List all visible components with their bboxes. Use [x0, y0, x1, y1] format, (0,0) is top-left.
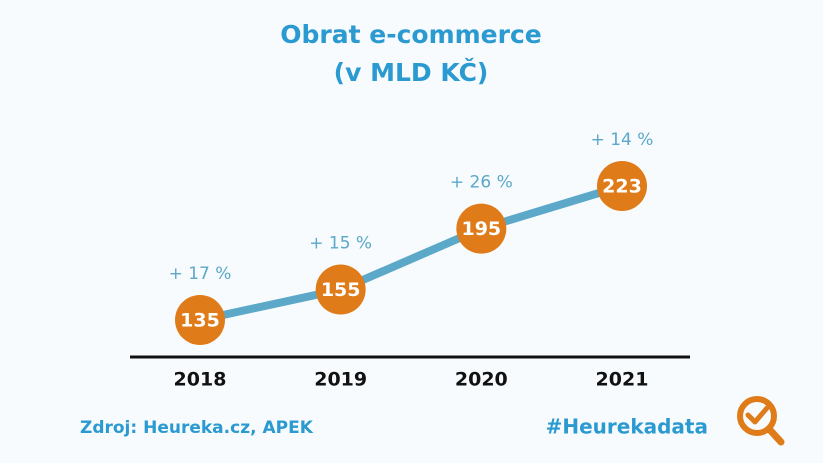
line — [199, 182, 624, 324]
chart-subtitle: (v MLD KČ) — [334, 57, 489, 87]
growth-label: + 17 % — [169, 264, 232, 284]
x-tick-label: 2018 — [174, 369, 227, 391]
logo — [737, 396, 785, 446]
chart-title: Obrat e-commerce — [280, 20, 542, 49]
data-label: 223 — [602, 176, 642, 198]
data-label: 195 — [461, 218, 501, 240]
marker — [597, 161, 647, 211]
growth-label: + 15 % — [309, 234, 372, 254]
x-tick-label: 2020 — [455, 369, 508, 391]
x-tick-label: 2021 — [596, 369, 649, 391]
marker — [315, 264, 366, 315]
growth-label: + 26 % — [450, 173, 513, 193]
marker — [175, 295, 225, 345]
growth-label: + 14 % — [591, 130, 654, 150]
data-label: 135 — [180, 310, 220, 332]
hashtag: #Heurekadata — [546, 415, 708, 439]
data-label: 155 — [321, 279, 361, 301]
x-tick-label: 2019 — [314, 369, 367, 391]
marker — [456, 203, 507, 254]
source: Zdroj: Heureka.cz, APEK — [80, 418, 314, 438]
